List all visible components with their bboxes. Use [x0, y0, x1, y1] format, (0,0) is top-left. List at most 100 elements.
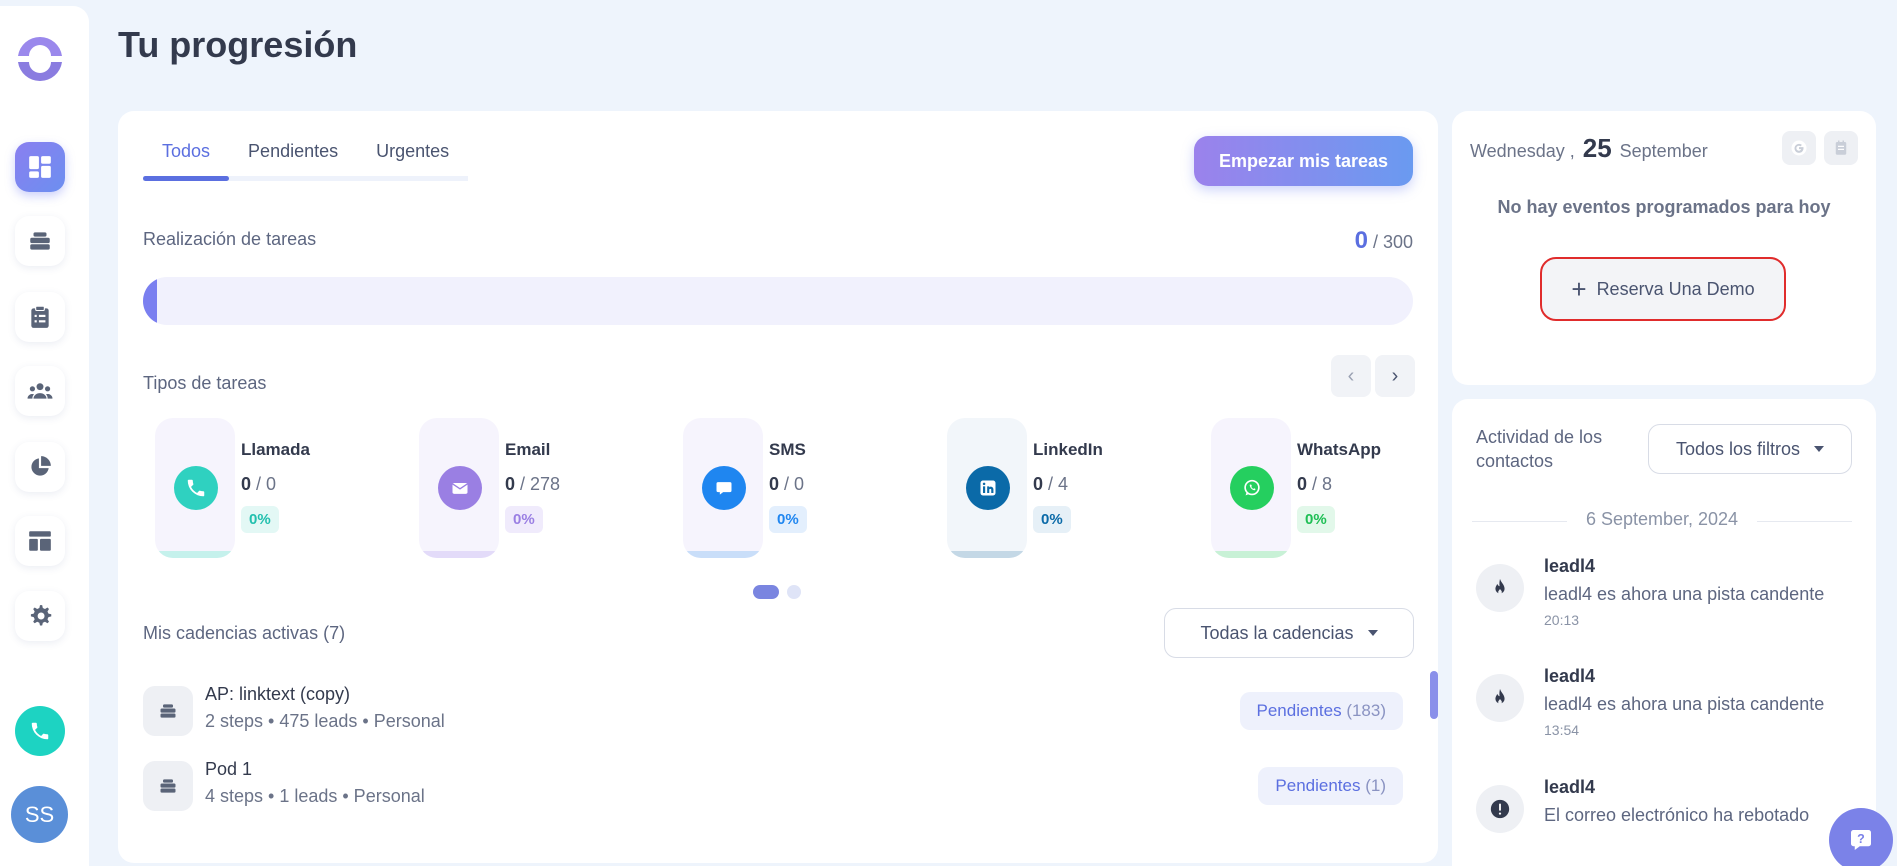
- cadence-row[interactable]: AP: linktext (copy) 2 steps • 475 leads …: [143, 684, 1413, 736]
- task-type-card-whatsapp[interactable]: WhatsApp 0 / 8 0%: [1199, 418, 1447, 558]
- cadences-filter-select[interactable]: Todas la cadencias: [1164, 608, 1414, 658]
- start-tasks-button[interactable]: Empezar mis tareas: [1194, 136, 1413, 186]
- google-icon[interactable]: [1782, 131, 1816, 165]
- clipboard-icon: [31, 305, 49, 328]
- task-type-card-sms[interactable]: SMS 0 / 0 0%: [671, 418, 919, 558]
- call-button[interactable]: [15, 706, 65, 756]
- people-icon: [27, 383, 53, 399]
- pending-badge[interactable]: Pendientes (183): [1239, 692, 1403, 730]
- completion-total: / 300: [1372, 232, 1413, 252]
- task-type-card-llamada[interactable]: Llamada 0 / 0 0%: [143, 418, 391, 558]
- carousel-pagination: [753, 585, 801, 599]
- envelope-icon: [438, 466, 482, 510]
- cadence-name: AP: linktext (copy): [205, 684, 351, 704]
- activity-item[interactable]: leadl4 El correo electrónico ha rebotado: [1476, 777, 1856, 857]
- activity-contact-name[interactable]: leadl4: [1544, 556, 1596, 576]
- task-type-total: / 278: [520, 474, 561, 494]
- stack-icon: [30, 232, 50, 250]
- calendar-date: Wednesday , 25 September: [1470, 133, 1708, 164]
- task-type-percent: 0%: [1297, 506, 1335, 533]
- cadence-row[interactable]: Pod 1 4 steps • 1 leads • Personal Pendi…: [143, 759, 1413, 811]
- task-type-name: SMS: [769, 440, 806, 459]
- task-type-total: / 4: [1048, 474, 1069, 494]
- task-type-percent: 0%: [505, 506, 543, 533]
- calendar-list-icon[interactable]: [1824, 131, 1858, 165]
- sidebar-item-dashboard[interactable]: [15, 142, 65, 192]
- cadence-meta: 4 steps • 1 leads • Personal: [205, 786, 425, 806]
- activity-description: leadl4 es ahora una pista candente: [1544, 694, 1825, 714]
- cadences-scrollbar[interactable]: [1430, 671, 1438, 719]
- sidebar-item-tasks[interactable]: [15, 292, 65, 342]
- task-type-done: 0: [505, 474, 516, 494]
- activity-item[interactable]: leadl4 leadl4 es ahora una pista candent…: [1476, 556, 1856, 636]
- page-title: Tu progresión: [118, 24, 358, 65]
- pending-label: Pendientes: [1256, 701, 1342, 720]
- plus-icon: +: [1571, 273, 1587, 304]
- completion-done: 0: [1354, 227, 1368, 254]
- tab-todos[interactable]: Todos: [143, 141, 230, 181]
- tab-pendientes[interactable]: Pendientes: [248, 141, 339, 161]
- task-type-name: Email: [505, 440, 551, 459]
- book-demo-label: Reserva Una Demo: [1596, 278, 1755, 299]
- sidebar-item-contacts[interactable]: [15, 366, 65, 416]
- task-type-total: / 0: [784, 474, 805, 494]
- phone-icon: [31, 722, 49, 740]
- tab-urgentes[interactable]: Urgentes: [376, 141, 450, 161]
- sidebar-item-cadences[interactable]: [15, 216, 65, 266]
- flame-icon: [1476, 564, 1524, 612]
- task-type-count: 0 / 0: [241, 474, 276, 495]
- calendar-card: Wednesday , 25 September No hay eventos …: [1452, 111, 1876, 385]
- cadences-filter-value: Todas la cadencias: [1200, 622, 1354, 643]
- alert-icon: [1476, 785, 1524, 833]
- calendar-integrations: [1782, 131, 1858, 165]
- linkedin-icon: [966, 466, 1010, 510]
- sidebar-item-templates[interactable]: [15, 516, 65, 566]
- task-type-done: 0: [769, 474, 780, 494]
- calendar-weekday: Wednesday ,: [1470, 141, 1575, 161]
- contact-activity-card: Actividad de los contactos Todos los fil…: [1452, 399, 1876, 866]
- activity-filter-value: Todos los filtros: [1675, 438, 1801, 459]
- calendar-month: September: [1619, 141, 1708, 161]
- task-type-count: 0 / 4: [1033, 474, 1068, 495]
- task-type-bar: [683, 551, 763, 558]
- task-type-tile: [419, 418, 499, 558]
- task-type-count: 0 / 0: [769, 474, 804, 495]
- carousel-dot[interactable]: [787, 585, 801, 599]
- book-demo-button[interactable]: + Reserva Una Demo: [1540, 257, 1786, 321]
- task-type-count: 0 / 278: [505, 474, 560, 495]
- next-task-types-button[interactable]: ›: [1375, 355, 1415, 397]
- chevron-right-icon: ›: [1391, 364, 1399, 387]
- phone-icon: [174, 466, 218, 510]
- whatsapp-icon: [1230, 466, 1274, 510]
- avatar[interactable]: SS: [11, 786, 68, 843]
- sidebar-item-settings[interactable]: [15, 591, 65, 641]
- flame-icon: [1476, 674, 1524, 722]
- activity-filter-select[interactable]: Todos los filtros: [1648, 424, 1852, 474]
- logo-icon[interactable]: [15, 34, 65, 84]
- activity-contact-name[interactable]: leadl4: [1544, 666, 1596, 686]
- help-button[interactable]: ?: [1829, 808, 1893, 866]
- task-type-card-linkedin[interactable]: LinkedIn 0 / 4 0%: [935, 418, 1183, 558]
- pending-badge[interactable]: Pendientes (1): [1258, 767, 1403, 805]
- activity-description: leadl4 es ahora una pista candente: [1544, 584, 1825, 604]
- task-type-done: 0: [1297, 474, 1308, 494]
- task-type-total: / 0: [256, 474, 277, 494]
- gear-icon: [30, 605, 52, 626]
- task-type-count: 0 / 8: [1297, 474, 1332, 495]
- caret-down-icon: [1814, 446, 1825, 452]
- pending-count: (1): [1365, 776, 1386, 795]
- activity-item[interactable]: leadl4 leadl4 es ahora una pista candent…: [1476, 666, 1856, 746]
- sidebar-item-reports[interactable]: [15, 442, 65, 492]
- activity-contact-name[interactable]: leadl4: [1544, 777, 1596, 797]
- completion-progress-bar: [143, 277, 1413, 325]
- task-type-percent: 0%: [1033, 506, 1071, 533]
- task-type-name: Llamada: [241, 440, 310, 459]
- carousel-dot[interactable]: [753, 585, 779, 599]
- task-type-done: 0: [241, 474, 252, 494]
- dashboard-icon: [29, 156, 51, 178]
- task-type-card-email[interactable]: Email 0 / 278 0%: [407, 418, 655, 558]
- activity-title: Actividad de los contactos: [1476, 427, 1603, 471]
- stack-icon: [143, 761, 193, 811]
- prev-task-types-button[interactable]: ‹: [1331, 355, 1371, 397]
- activity-time: 20:13: [1544, 612, 1580, 628]
